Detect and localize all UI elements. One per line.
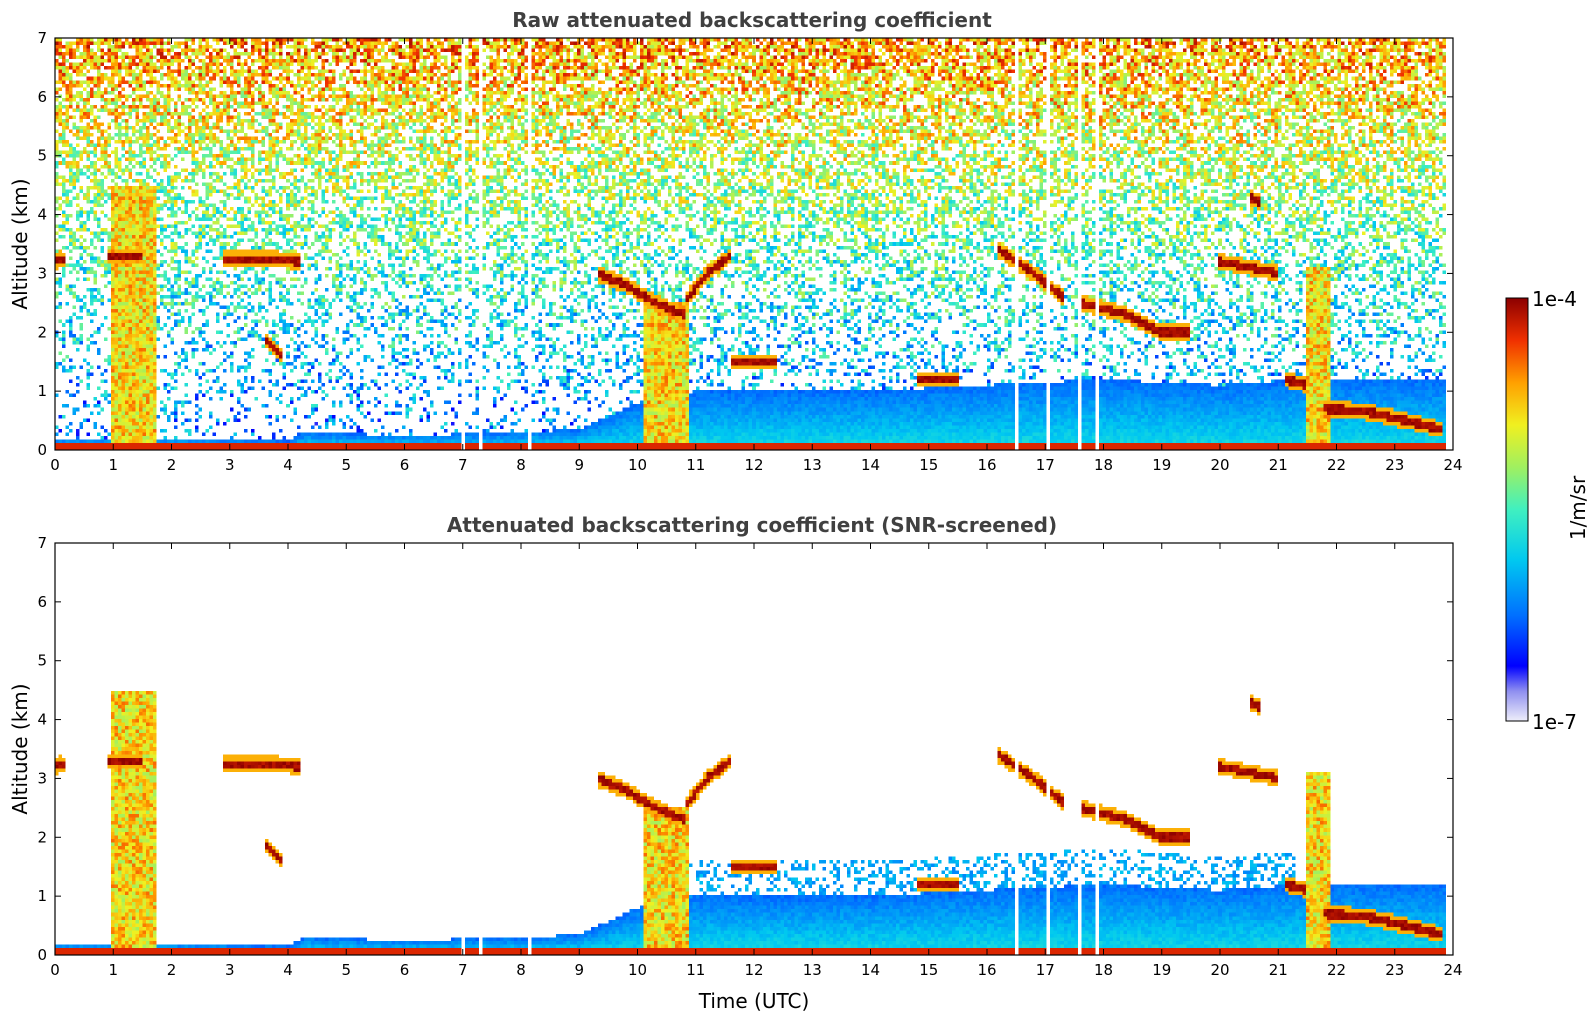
y-tick-label: 5 (37, 147, 47, 165)
x-tick-label: 13 (803, 961, 822, 979)
x-tick-label: 19 (1152, 961, 1171, 979)
y-tick-label: 5 (37, 652, 47, 670)
panel2-title: Attenuated backscattering coefficient (S… (447, 513, 1057, 537)
colorbar: 1e-4 1e-7 1/m/sr (1505, 287, 1590, 734)
x-tick-label: 10 (628, 961, 647, 979)
x-tick-label: 24 (1443, 456, 1462, 474)
x-tick-label: 21 (1269, 961, 1288, 979)
panel1-title: Raw attenuated backscattering coefficien… (512, 8, 992, 32)
raw-backscatter-heatmap (55, 38, 1453, 450)
x-tick-label: 20 (1210, 961, 1229, 979)
x-tick-label: 16 (977, 456, 996, 474)
colorbar-frame (1505, 297, 1529, 722)
y-tick-label: 1 (37, 382, 47, 400)
x-tick-label: 22 (1327, 961, 1346, 979)
raw-heatmap-image (55, 38, 1453, 450)
x-tick-label: 0 (50, 961, 60, 979)
colorbar-max-label: 1e-4 (1532, 287, 1577, 311)
panel1-y-ticks: 0 1 2 3 4 5 6 7 (37, 29, 1453, 459)
x-tick-label: 16 (977, 961, 996, 979)
x-tick-label: 9 (574, 456, 584, 474)
panel1-x-ticks: 0 1 2 3 4 5 6 7 8 9 10 11 12 13 14 15 16 17 18 19 20 21 22 23 24 (50, 38, 1463, 474)
x-tick-label: 2 (167, 456, 177, 474)
x-tick-label: 3 (225, 456, 235, 474)
y-tick-label: 7 (37, 534, 47, 552)
y-tick-label: 0 (37, 946, 47, 964)
screened-heatmap-image (55, 543, 1453, 955)
x-tick-label: 17 (1036, 456, 1055, 474)
panel2-y-ticks: 0 1 2 3 4 5 6 7 (37, 534, 1453, 964)
x-tick-label: 5 (341, 456, 351, 474)
y-tick-label: 2 (37, 323, 47, 341)
x-tick-label: 23 (1385, 456, 1404, 474)
x-tick-label: 4 (283, 961, 293, 979)
x-tick-label: 15 (919, 456, 938, 474)
x-tick-label: 6 (400, 456, 410, 474)
y-tick-label: 3 (37, 769, 47, 787)
x-tick-label: 17 (1036, 961, 1055, 979)
colorbar-unit-label: 1/m/sr (1566, 475, 1590, 540)
colorbar-min-label: 1e-7 (1532, 710, 1577, 734)
raw-backscatter-panel: Raw attenuated backscattering coefficien… (8, 8, 1463, 474)
x-tick-label: 4 (283, 456, 293, 474)
x-tick-label: 21 (1269, 456, 1288, 474)
y-tick-label: 0 (37, 441, 47, 459)
x-tick-label: 1 (108, 456, 118, 474)
x-tick-label: 10 (628, 456, 647, 474)
x-tick-label: 7 (458, 456, 468, 474)
x-tick-label: 19 (1152, 456, 1171, 474)
x-tick-label: 2 (167, 961, 177, 979)
x-tick-label: 9 (574, 961, 584, 979)
x-tick-label: 5 (341, 961, 351, 979)
x-tick-label: 18 (1094, 961, 1113, 979)
panel2-x-ticks: 0 1 2 3 4 5 6 7 8 9 10 11 12 13 14 15 16 17 18 19 20 21 22 23 24 (50, 543, 1463, 979)
x-tick-label: 14 (861, 456, 880, 474)
x-tick-label: 0 (50, 456, 60, 474)
x-tick-label: 13 (803, 456, 822, 474)
x-tick-label: 12 (744, 456, 763, 474)
y-tick-label: 4 (37, 206, 47, 224)
x-axis-label: Time (UTC) (698, 989, 810, 1013)
x-tick-label: 22 (1327, 456, 1346, 474)
x-tick-label: 3 (225, 961, 235, 979)
y-tick-label: 2 (37, 828, 47, 846)
y-tick-label: 7 (37, 29, 47, 47)
screened-backscatter-panel: Attenuated backscattering coefficient (S… (8, 513, 1463, 1013)
screened-backscatter-heatmap (55, 543, 1453, 955)
x-tick-label: 23 (1385, 961, 1404, 979)
x-tick-label: 7 (458, 961, 468, 979)
y-tick-label: 4 (37, 711, 47, 729)
x-tick-label: 24 (1443, 961, 1462, 979)
panel2-y-label: Altitude (km) (8, 683, 32, 814)
x-tick-label: 8 (516, 456, 526, 474)
x-tick-label: 20 (1210, 456, 1229, 474)
x-tick-label: 8 (516, 961, 526, 979)
panel1-y-label: Altitude (km) (8, 178, 32, 309)
x-tick-label: 1 (108, 961, 118, 979)
y-tick-label: 3 (37, 264, 47, 282)
y-tick-label: 6 (37, 88, 47, 106)
colorbar-gradient (1506, 298, 1528, 721)
x-tick-label: 11 (686, 961, 705, 979)
x-tick-label: 11 (686, 456, 705, 474)
x-tick-label: 6 (400, 961, 410, 979)
y-tick-label: 1 (37, 887, 47, 905)
x-tick-label: 15 (919, 961, 938, 979)
x-tick-label: 12 (744, 961, 763, 979)
x-tick-label: 18 (1094, 456, 1113, 474)
x-tick-label: 14 (861, 961, 880, 979)
y-tick-label: 6 (37, 593, 47, 611)
